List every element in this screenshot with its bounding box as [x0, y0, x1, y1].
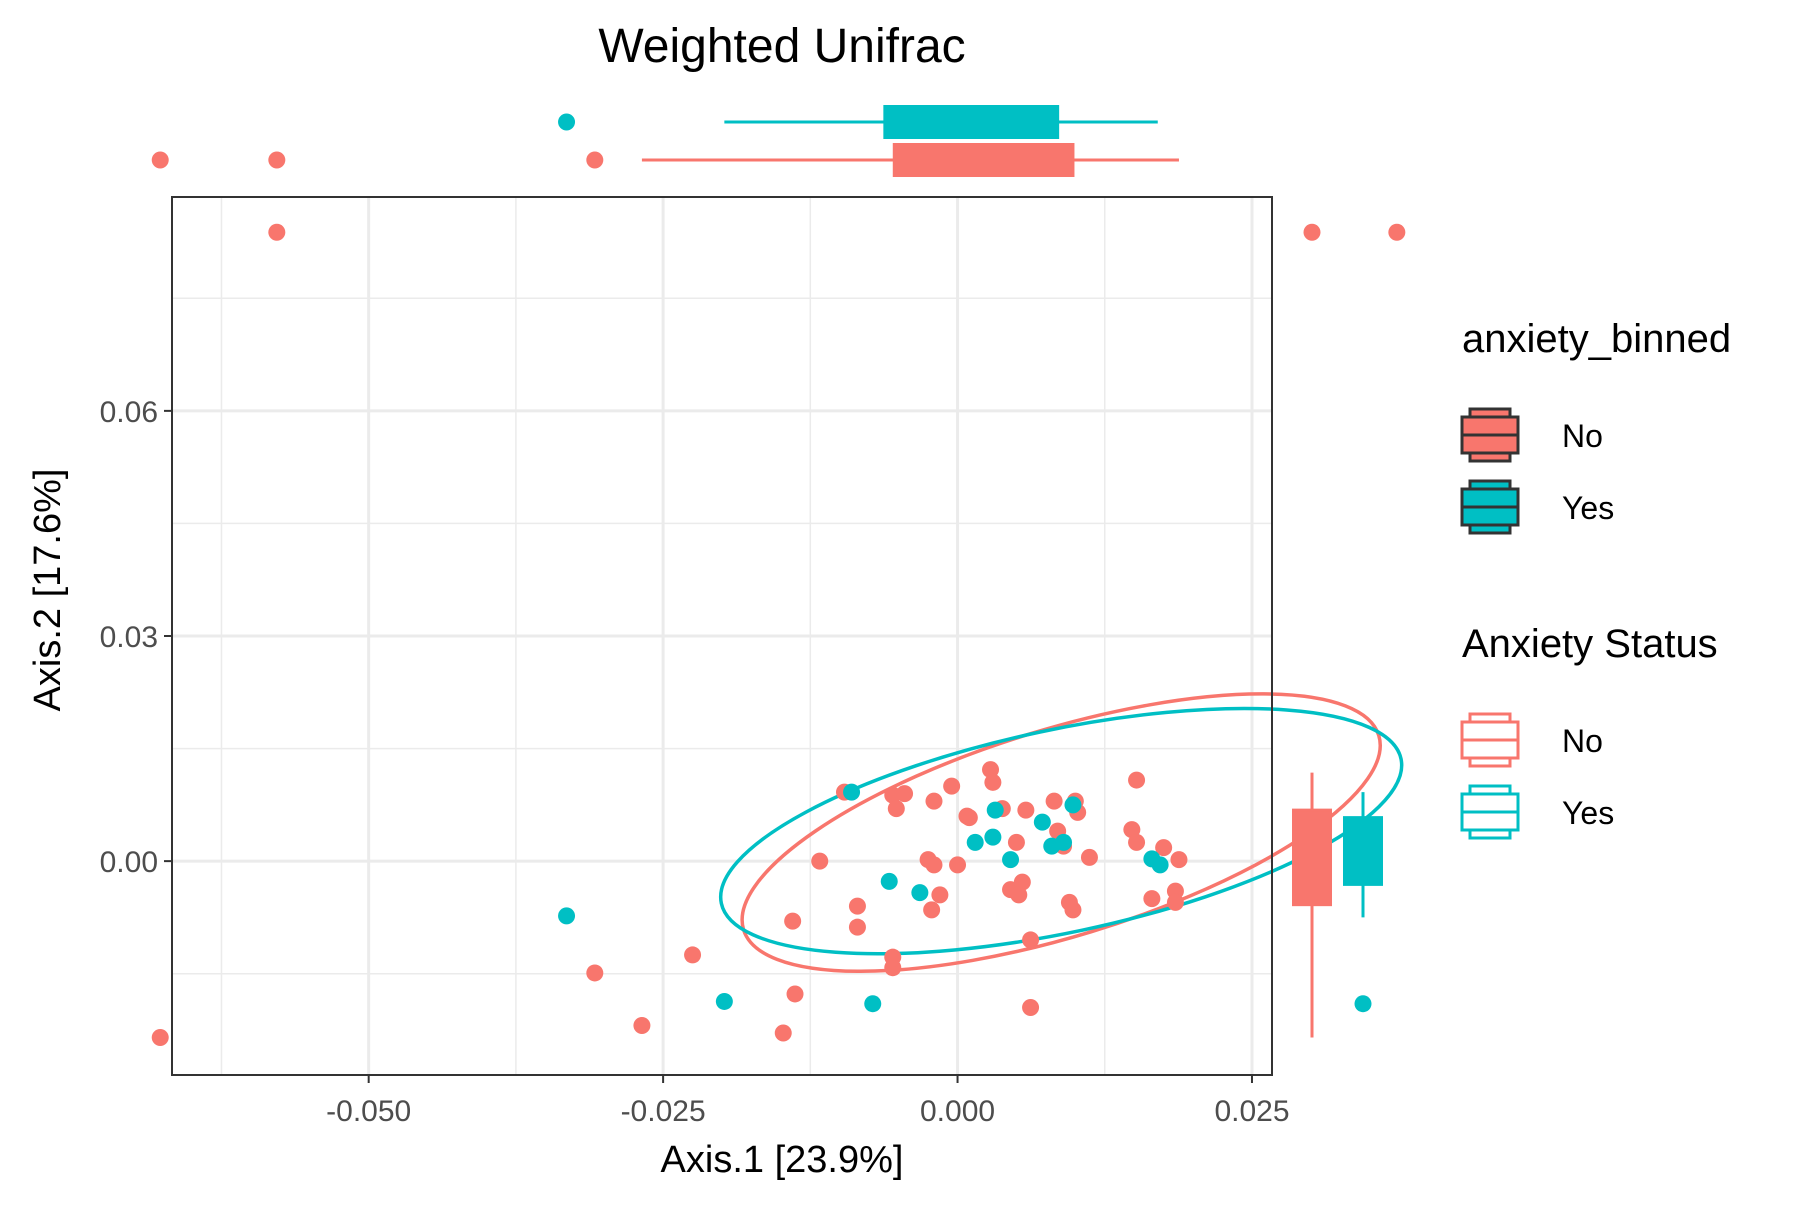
data-point-yes: [966, 833, 984, 851]
data-point-no: [884, 959, 902, 977]
data-point-no: [1007, 833, 1025, 851]
x-tick-label: 0.000: [920, 1095, 995, 1128]
data-point-no: [931, 886, 949, 904]
data-point-no: [943, 777, 961, 795]
data-point-no: [960, 809, 978, 827]
boxplot-outlier-yes: [558, 113, 576, 131]
legend: anxiety_binned No Yes Anxiety Status No Yes: [1460, 317, 1731, 840]
boxplot-box-yes: [883, 105, 1058, 139]
data-point-no: [896, 785, 914, 803]
data-point-no: [774, 1024, 792, 1042]
legend-label-no: No: [1562, 418, 1603, 454]
data-point-no: [1064, 901, 1082, 919]
data-point-yes: [864, 995, 882, 1013]
data-point-yes: [984, 828, 1002, 846]
data-point-no: [925, 856, 943, 874]
ellipse-layer: [718, 692, 1404, 974]
legend-label-yes: Yes: [1562, 795, 1614, 831]
data-point-no: [1388, 223, 1406, 241]
data-point-yes: [1064, 796, 1082, 814]
data-point-no: [1017, 801, 1035, 819]
data-point-no: [1022, 931, 1040, 949]
y-tick-label: 0.06: [100, 396, 158, 429]
data-point-no: [982, 761, 1000, 779]
legend-group-2: Anxiety Status No Yes: [1460, 622, 1718, 840]
x-tick-label: 0.025: [1214, 1095, 1289, 1128]
chart-title: Weighted Unifrac: [598, 20, 965, 73]
data-point-no: [1010, 886, 1028, 904]
boxplot-outlier-no: [1303, 223, 1321, 241]
data-point-no: [1166, 893, 1184, 911]
legend-title: Anxiety Status: [1462, 622, 1718, 666]
data-point-no: [786, 985, 804, 1003]
data-point-no: [684, 946, 702, 964]
data-point-no: [984, 773, 1002, 791]
boxplot-box-yes: [1343, 817, 1383, 886]
legend-label-no: No: [1562, 723, 1603, 759]
data-point-no: [811, 852, 829, 870]
top-marginal-boxplot: [151, 105, 1179, 177]
boxplot-box-no: [1292, 810, 1332, 907]
data-point-yes: [1055, 833, 1073, 851]
x-tick-label: -0.050: [326, 1095, 411, 1128]
legend-title: anxiety_binned: [1462, 317, 1731, 361]
boxplot-outlier-yes: [1354, 995, 1372, 1013]
x-tick-label: -0.025: [621, 1095, 706, 1128]
x-axis-title: Axis.1 [23.9%]: [661, 1139, 904, 1181]
data-point-yes: [1002, 851, 1020, 869]
right-marginal-boxplot: [1292, 223, 1383, 1038]
legend-label-yes: Yes: [1562, 490, 1614, 526]
confidence-ellipse-yes: [718, 706, 1404, 956]
boxplot-outlier-no: [586, 151, 604, 169]
tick-layer: -0.050 -0.025 0.000 0.025 0.00 0.03 0.06: [100, 396, 1290, 1128]
data-point-yes: [843, 783, 861, 801]
data-point-yes: [1151, 856, 1169, 874]
data-point-yes: [1033, 813, 1051, 831]
data-point-no: [633, 1016, 651, 1034]
data-point-no: [848, 897, 866, 915]
data-point-yes: [986, 801, 1004, 819]
data-point-no: [923, 901, 941, 919]
data-point-no: [586, 964, 604, 982]
data-point-no: [1013, 873, 1031, 891]
data-point-yes: [880, 872, 898, 890]
data-point-no: [1128, 771, 1146, 789]
y-tick-label: 0.03: [100, 621, 158, 654]
y-tick-label: 0.00: [100, 846, 158, 879]
legend-group-1: anxiety_binned No Yes: [1460, 317, 1731, 535]
data-point-no: [1128, 833, 1146, 851]
point-layer: [151, 223, 1406, 1046]
data-point-no: [1143, 890, 1161, 908]
data-point-no: [1022, 998, 1040, 1016]
data-point-no: [268, 223, 286, 241]
boxplot-outlier-no: [151, 151, 169, 169]
data-point-yes: [911, 884, 929, 902]
data-point-no: [1080, 848, 1098, 866]
boxplot-outlier-no: [268, 151, 286, 169]
grid-layer: [172, 197, 1272, 1075]
data-point-no: [949, 856, 967, 874]
data-point-yes: [715, 992, 733, 1010]
data-point-no: [1170, 851, 1188, 869]
data-point-no: [1123, 821, 1141, 839]
data-point-no: [887, 800, 905, 818]
data-point-no: [848, 918, 866, 936]
data-point-no: [1155, 839, 1173, 857]
data-point-no: [151, 1028, 169, 1046]
data-point-no: [925, 792, 943, 810]
boxplot-box-no: [892, 143, 1073, 177]
data-point-yes: [558, 907, 576, 925]
data-point-no: [1045, 792, 1063, 810]
y-axis-title: Axis.2 [17.6%]: [27, 469, 69, 712]
data-point-no: [784, 912, 802, 930]
